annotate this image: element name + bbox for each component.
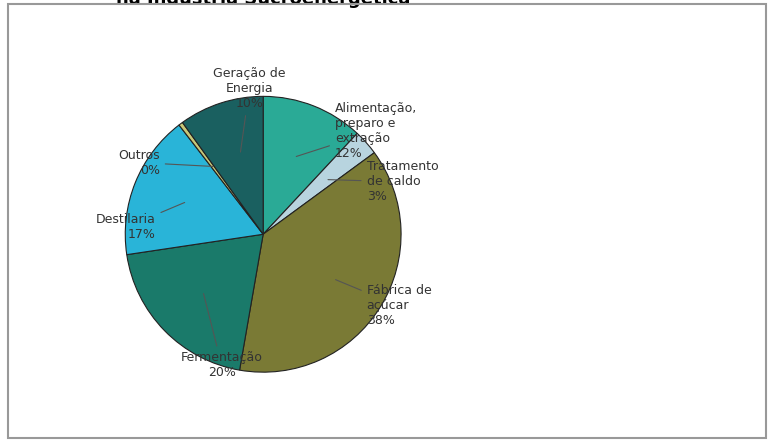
Wedge shape [263, 96, 357, 234]
Text: Outros
0%: Outros 0% [118, 149, 213, 176]
Text: Alimentação,
preparo e
extração
12%: Alimentação, preparo e extração 12% [296, 102, 417, 160]
Wedge shape [179, 122, 263, 234]
Text: Fermentação
20%: Fermentação 20% [181, 293, 262, 380]
Wedge shape [240, 152, 401, 372]
Text: Fábrica de
açúcar
38%: Fábrica de açúcar 38% [336, 280, 431, 328]
Wedge shape [125, 125, 263, 255]
Text: Tratamento
de caldo
3%: Tratamento de caldo 3% [328, 160, 438, 203]
Wedge shape [183, 96, 263, 234]
Wedge shape [127, 234, 263, 370]
Text: Geração de
Energia
10%: Geração de Energia 10% [213, 67, 286, 152]
Text: Destilaria
17%: Destilaria 17% [96, 202, 185, 241]
Wedge shape [263, 133, 375, 234]
Title: Distribuição Média dos Usos Setoriais de Água
na Indústria Sucroenergética: Distribuição Média dos Usos Setoriais de… [28, 0, 498, 8]
